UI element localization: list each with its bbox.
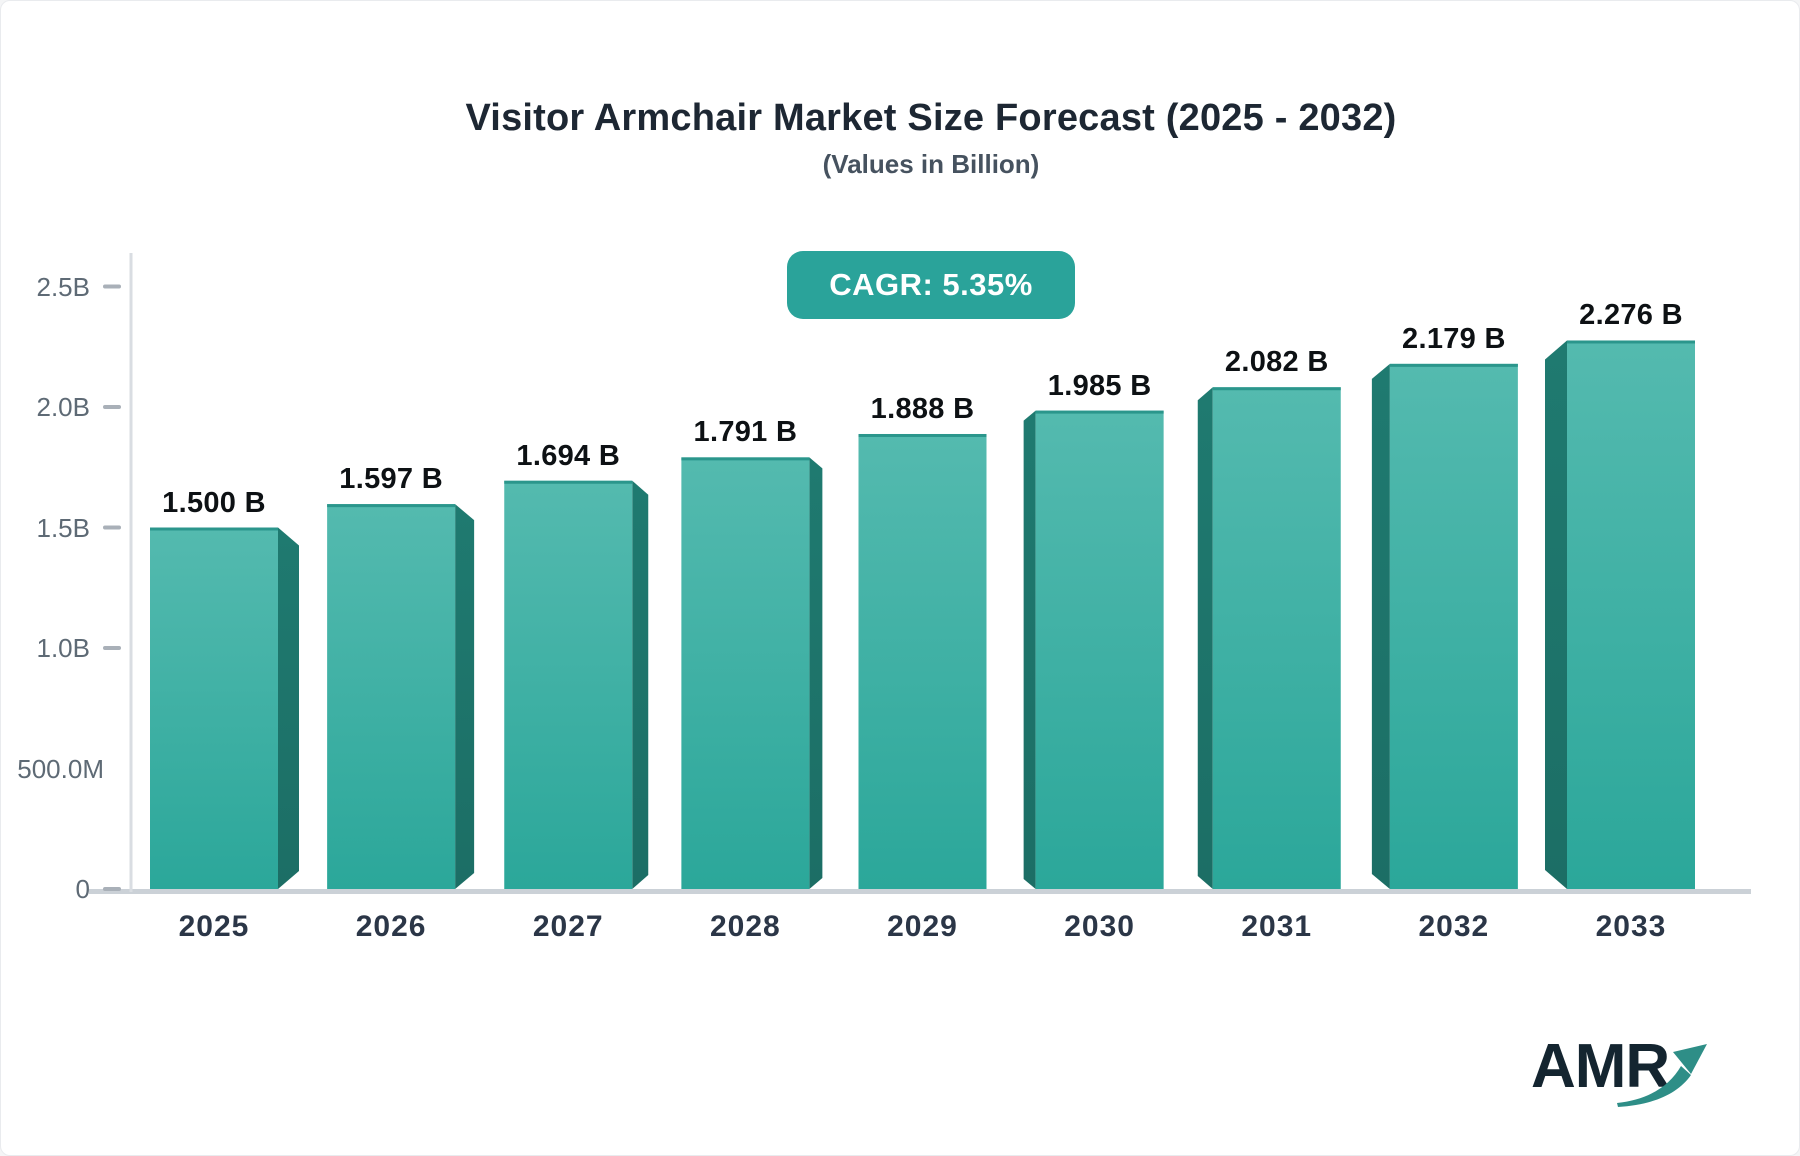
y-tick-label-1.5B: 1.5B xyxy=(36,512,91,543)
y-axis-line xyxy=(129,253,133,892)
bar-side-2031 xyxy=(1197,387,1213,889)
x-axis-label-2026: 2026 xyxy=(355,910,427,943)
x-axis-label-2032: 2032 xyxy=(1418,910,1490,943)
x-axis-label-2029: 2029 xyxy=(887,910,958,943)
bar-top-edge-2030 xyxy=(1035,410,1164,414)
value-label-2031: 2.082 B xyxy=(1224,346,1329,379)
bar-2028 xyxy=(681,457,810,889)
chart-title: Visitor Armchair Market Size Forecast (2… xyxy=(465,97,1397,139)
bar-side-2032 xyxy=(1371,363,1390,890)
y-tick-dash xyxy=(103,646,121,650)
amr-logo-text: AMR xyxy=(1531,1032,1670,1101)
y-tick-label-0: 0 xyxy=(75,874,90,904)
bar-2029 xyxy=(858,433,987,889)
growth-arrow-icon xyxy=(1617,1044,1707,1107)
bar-top-edge-2027 xyxy=(504,480,633,484)
x-axis-label-2027: 2027 xyxy=(532,910,604,943)
x-axis-label-2028: 2028 xyxy=(710,910,781,943)
value-label-2026: 1.597 B xyxy=(339,463,443,496)
bar-2027 xyxy=(504,480,633,889)
y-tick-label-2.0B: 2.0B xyxy=(36,392,91,422)
bar-2032 xyxy=(1389,363,1518,890)
value-label-2028: 1.791 B xyxy=(693,416,798,449)
bar-top-edge-2029 xyxy=(858,433,987,437)
y-tick-dash xyxy=(103,525,121,530)
cagr-badge: CAGR: 5.35% xyxy=(787,251,1075,319)
value-label-2032: 2.179 B xyxy=(1402,322,1506,355)
y-tick-label-1.0B: 1.0B xyxy=(36,633,91,663)
bar-side-2028 xyxy=(809,457,823,889)
x-axis-baseline xyxy=(89,889,1751,894)
amr-logo: AMR xyxy=(1521,1031,1731,1126)
x-axis-label-2030: 2030 xyxy=(1064,910,1135,943)
value-label-2029: 1.888 B xyxy=(870,392,975,425)
bar-top-edge-2033 xyxy=(1567,340,1695,344)
bar-top-edge-2026 xyxy=(327,504,456,508)
value-label-2025: 1.500 B xyxy=(162,486,266,519)
bar-side-2026 xyxy=(455,504,475,889)
y-tick-label-500.0M: 500.0M xyxy=(17,753,104,784)
chart-subtitle: (Values in Billion) xyxy=(822,149,1040,179)
value-label-2027: 1.694 B xyxy=(516,439,621,472)
bar-2025 xyxy=(150,527,278,889)
x-axis-label-2033: 2033 xyxy=(1595,910,1667,943)
bar-side-2027 xyxy=(632,480,649,889)
y-tick-dash xyxy=(103,887,121,891)
bar-top-edge-2025 xyxy=(150,527,278,531)
bar-top-edge-2031 xyxy=(1212,387,1341,391)
bar-top-edge-2032 xyxy=(1389,363,1518,367)
bar-2031 xyxy=(1212,387,1341,889)
x-axis-label-2025: 2025 xyxy=(178,910,250,943)
bar-2030 xyxy=(1035,410,1164,889)
bar-side-2030 xyxy=(1023,410,1036,889)
bar-2026 xyxy=(327,504,456,889)
bar-top-edge-2028 xyxy=(681,457,810,461)
y-tick-dash xyxy=(103,405,121,409)
y-tick-label-2.5B: 2.5B xyxy=(36,271,91,302)
x-axis-label-2031: 2031 xyxy=(1241,910,1313,943)
value-label-2030: 1.985 B xyxy=(1047,369,1152,402)
bar-side-2025 xyxy=(278,527,299,889)
bar-2033 xyxy=(1567,340,1695,889)
cagr-badge-row: CAGR: 5.35% xyxy=(131,251,1731,319)
value-label-2033: 2.276 B xyxy=(1579,299,1683,332)
bar-side-2033 xyxy=(1545,340,1567,889)
y-tick-dash xyxy=(103,284,121,289)
